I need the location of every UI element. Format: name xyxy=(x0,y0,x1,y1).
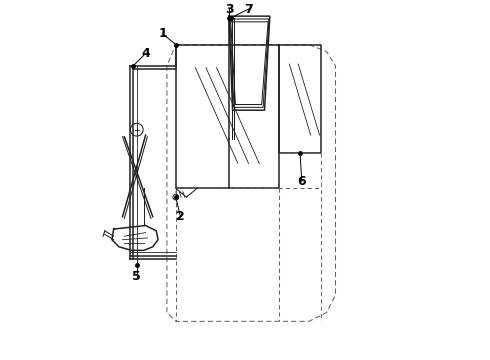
Text: 1: 1 xyxy=(158,27,167,40)
Text: 5: 5 xyxy=(132,270,141,283)
Text: 7: 7 xyxy=(244,3,253,15)
Text: 6: 6 xyxy=(297,175,306,188)
Text: 4: 4 xyxy=(141,47,150,60)
Text: 3: 3 xyxy=(225,3,233,15)
Text: 2: 2 xyxy=(176,210,185,223)
